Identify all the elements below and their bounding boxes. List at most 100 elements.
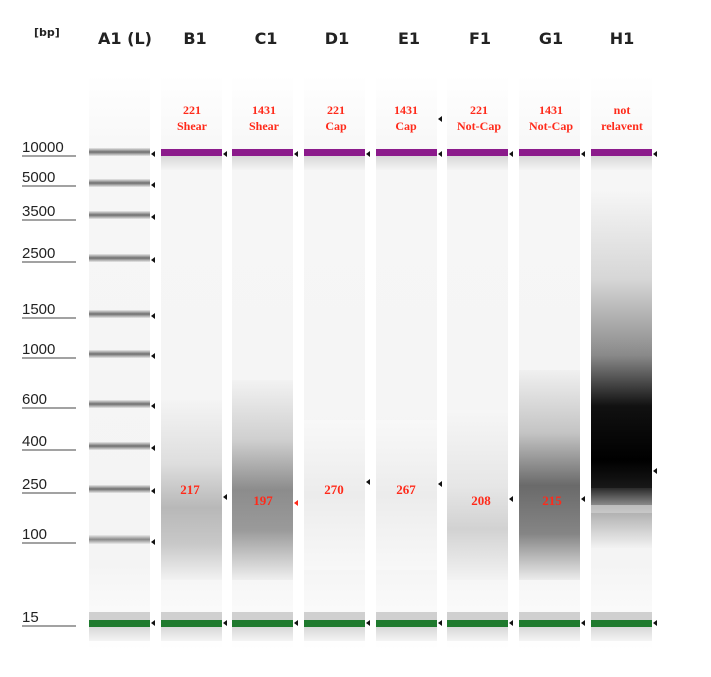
marker-triangle-icon [438, 151, 442, 157]
lane-title-h1: H1 [610, 29, 635, 48]
smear-c1 [232, 380, 293, 580]
smear-h1 [591, 190, 652, 490]
lane-title-g1: G1 [539, 29, 563, 48]
marker-triangle-icon [294, 151, 298, 157]
size-label-250: 250 [22, 476, 47, 493]
ladder-band-400 [89, 442, 150, 450]
marker-triangle-icon [223, 494, 227, 500]
marker-triangle-icon [438, 481, 442, 487]
marker-triangle-icon [653, 620, 657, 626]
marker-triangle-icon [151, 539, 155, 545]
annotation-e1-line2: Cap [395, 119, 417, 133]
marker-triangle-icon [366, 479, 370, 485]
annotation-g1-line1: 1431 [539, 103, 563, 117]
marker-triangle-icon [581, 496, 585, 502]
size-label-1000: 1000 [22, 341, 55, 358]
marker-triangle-icon [509, 151, 513, 157]
marker-triangle-icon [151, 403, 155, 409]
peak-labels: 217 197 270 267 208 215 [180, 482, 562, 508]
marker-triangle-icon [223, 151, 227, 157]
size-label-600: 600 [22, 391, 47, 408]
annotation-f1-line1: 221 [470, 103, 488, 117]
marker-triangle-icon [581, 151, 585, 157]
peak-label-d1: 270 [324, 482, 344, 497]
size-label-2500: 2500 [22, 245, 55, 262]
annotation-b1-line2: Shear [177, 119, 208, 133]
lower-marker-a1 [89, 620, 150, 627]
annotation-d1-line2: Cap [325, 119, 347, 133]
size-label-15: 15 [22, 609, 39, 626]
ladder-band-1500 [89, 310, 150, 318]
annotation-c1-line2: Shear [249, 119, 280, 133]
lane-title-b1: B1 [183, 29, 206, 48]
marker-triangle-icon [294, 500, 298, 506]
marker-triangle-icon [653, 151, 657, 157]
marker-triangle-icon [509, 496, 513, 502]
lane-a1 [89, 75, 150, 650]
ladder-band-1000 [89, 350, 150, 358]
lane-title-a1: A1 (L) [98, 29, 152, 48]
marker-triangle-icon [151, 620, 155, 626]
peak-label-g1: 215 [542, 493, 562, 508]
ladder-band-100 [89, 535, 150, 544]
marker-triangle-icon [509, 620, 513, 626]
marker-triangle-icon [151, 353, 155, 359]
lower-marker-b1 [161, 620, 222, 627]
size-label-3500: 3500 [22, 203, 55, 220]
marker-triangle-icon [151, 257, 155, 263]
size-label-10000: 10000 [22, 139, 64, 156]
peak-label-c1: 197 [253, 493, 273, 508]
annotation-h1-line2: relavent [601, 119, 643, 133]
smear-g1 [519, 370, 580, 580]
size-label-400: 400 [22, 433, 47, 450]
annotation-d1-line1: 221 [327, 103, 345, 117]
marker-triangle-icon [653, 468, 657, 474]
sample-smears [161, 190, 652, 580]
smear-e1 [376, 420, 437, 570]
annotation-c1-line1: 1431 [252, 103, 276, 117]
ladder-band-250 [89, 485, 150, 493]
ladder-band-2500 [89, 254, 150, 262]
lane-title-f1: F1 [469, 29, 491, 48]
upper-marker-h1 [591, 149, 652, 156]
lower-marker-d1 [304, 620, 365, 627]
annotation-g1-line2: Not-Cap [529, 119, 573, 133]
marker-triangle-icon [151, 182, 155, 188]
peak-label-b1: 217 [180, 482, 200, 497]
lower-marker-e1 [376, 620, 437, 627]
upper-marker-a1 [89, 148, 150, 156]
annotation-h1-line1: not [614, 103, 631, 117]
lane-annotations: 221 Shear 1431 Shear 221 Cap 1431 Cap 22… [177, 103, 643, 133]
ladder-band-600 [89, 400, 150, 408]
marker-triangle-icon [294, 620, 298, 626]
marker-triangle-icon [151, 445, 155, 451]
marker-triangle-icon [151, 313, 155, 319]
smear-h1-tail [591, 488, 652, 548]
marker-triangle-icon [151, 488, 155, 494]
marker-triangle-icon [438, 620, 442, 626]
smear-b1 [161, 400, 222, 580]
upper-marker-c1 [232, 149, 293, 156]
ladder-size-labels: 10000 5000 3500 2500 1500 1000 600 400 2… [22, 139, 76, 627]
size-label-100: 100 [22, 526, 47, 543]
lower-marker-c1 [232, 620, 293, 627]
annotation-b1-line1: 221 [183, 103, 201, 117]
marker-triangle-icon [223, 620, 227, 626]
upper-marker-b1 [161, 149, 222, 156]
ladder-band-5000 [89, 179, 150, 187]
lower-marker-h1 [591, 620, 652, 627]
annotation-f1-line2: Not-Cap [457, 119, 501, 133]
peak-label-f1: 208 [471, 493, 491, 508]
upper-marker-e1 [376, 149, 437, 156]
lane-titles: A1 (L) B1 C1 D1 E1 F1 G1 H1 [98, 29, 634, 48]
ladder-band-3500 [89, 211, 150, 219]
lower-markers [89, 612, 652, 641]
upper-marker-d1 [304, 149, 365, 156]
marker-triangle-icon [151, 214, 155, 220]
lane-title-e1: E1 [398, 29, 420, 48]
smear-f1 [447, 410, 508, 580]
lower-marker-g1 [519, 620, 580, 627]
peak-label-e1: 267 [396, 482, 416, 497]
marker-triangle-icon [366, 151, 370, 157]
